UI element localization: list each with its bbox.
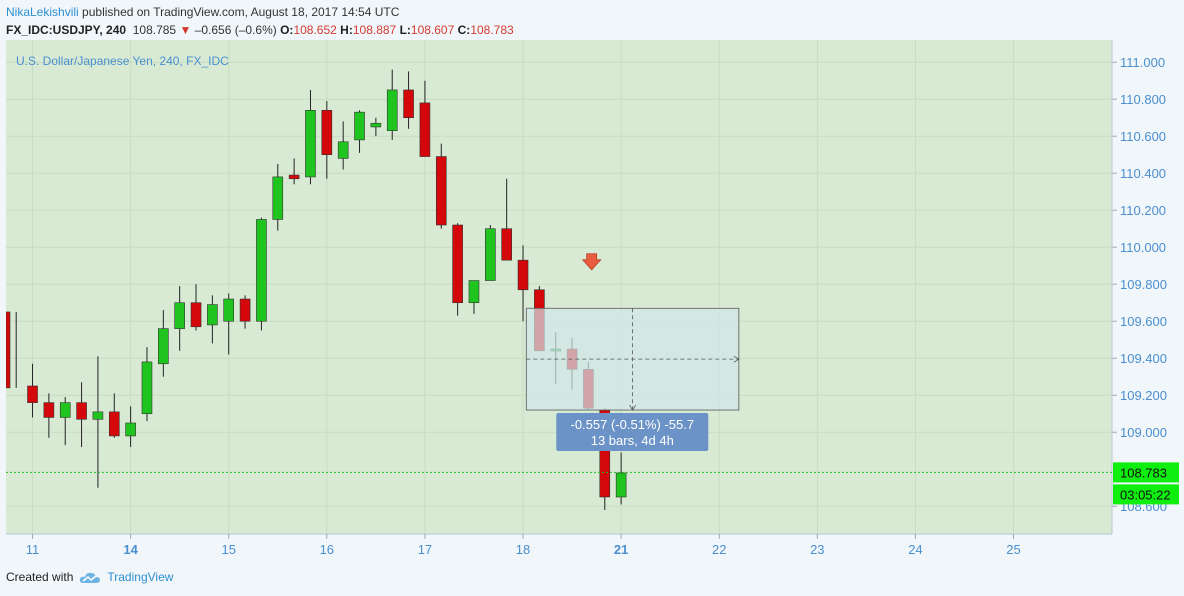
candle-body[interactable] (403, 89, 414, 119)
candle-body[interactable] (501, 228, 512, 261)
x-tick-label: 18 (516, 542, 530, 557)
last-price-tag (1113, 462, 1179, 483)
high-value: 108.887 (352, 23, 397, 37)
candle-body[interactable] (354, 111, 365, 141)
sell-signal-arrow-icon (581, 253, 602, 271)
candle-body[interactable] (305, 110, 316, 178)
footer: Created with TradingView (6, 570, 173, 584)
open-value: 108.652 (293, 23, 337, 37)
x-tick-label: 23 (810, 542, 824, 557)
symbol-label: FX_IDC:USDJPY, 240 (6, 23, 127, 37)
candle-body[interactable] (321, 110, 333, 156)
x-tick-label: 16 (320, 542, 334, 557)
candle-body[interactable] (108, 411, 120, 437)
high-label: H: (340, 23, 353, 37)
low-value: 108.607 (410, 23, 455, 37)
candle-body[interactable] (337, 141, 349, 159)
candle-body[interactable] (452, 224, 463, 304)
price-chart[interactable]: 111.000 110.800 110.600 110.400 110.200 110.0… (5, 40, 1184, 562)
candle-body[interactable] (485, 228, 496, 281)
author-link[interactable]: NikaLekishvili (6, 5, 79, 19)
y-tick-label: 109.400 (1120, 351, 1167, 366)
candle-body[interactable] (370, 122, 382, 128)
last-price-text: 108.785 (132, 23, 177, 37)
candle-body[interactable] (5, 311, 11, 389)
candle-body[interactable] (468, 280, 480, 304)
y-tick-label: 110.400 (1120, 166, 1166, 181)
candle-body[interactable] (256, 219, 267, 322)
candle-body[interactable] (174, 302, 185, 329)
candle-body[interactable] (92, 411, 104, 420)
candle-body[interactable] (43, 402, 55, 418)
candle-body[interactable] (223, 298, 235, 322)
open-label: O: (280, 23, 294, 37)
candle-body[interactable] (239, 298, 251, 322)
x-tick-label: 14 (123, 542, 138, 557)
chart-header: NikaLekishvili published on TradingView.… (6, 3, 514, 39)
countdown-tag-text: 03:05:22 (1120, 487, 1171, 502)
candle-body[interactable] (419, 102, 431, 157)
candle-body[interactable] (27, 385, 38, 403)
candle-body[interactable] (158, 328, 169, 365)
candle-body[interactable] (386, 89, 398, 131)
y-tick-label: 109.800 (1120, 277, 1167, 292)
x-tick-label: 21 (614, 542, 628, 557)
last-price-tag-text: 108.783 (1120, 465, 1167, 480)
chart-area[interactable]: 111.000 110.800 110.600 110.400 110.200 110.0… (5, 40, 1184, 562)
candle-body[interactable] (76, 402, 87, 420)
y-tick-label: 110.600 (1120, 129, 1166, 144)
x-tick-label: 17 (418, 542, 432, 557)
measure-arrow-down-icon (629, 404, 636, 411)
published-text: published on TradingView.com, August 18,… (82, 5, 400, 19)
candle-body[interactable] (288, 174, 300, 180)
header-line-2: FX_IDC:USDJPY, 240 108.785 ▼ –0.656 (–0.… (6, 21, 514, 39)
x-tick-label: 15 (221, 542, 235, 557)
close-label: C: (457, 23, 471, 37)
x-tick-label: 24 (908, 542, 922, 557)
y-tick-label: 109.600 (1120, 314, 1167, 329)
created-with-text: Created with (6, 570, 74, 584)
measure-arrow-right-icon (733, 355, 740, 363)
candle-body[interactable] (435, 156, 447, 226)
close-value: 108.783 (470, 23, 514, 37)
tradingview-cloud-icon (80, 572, 101, 583)
down-arrow-icon: ▼ (179, 23, 192, 37)
plot-background[interactable] (6, 40, 1112, 534)
y-tick-label: 109.200 (1120, 388, 1167, 403)
measure-label-box (556, 413, 709, 452)
y-tick-label: 110.800 (1120, 92, 1166, 107)
y-tick-label: 109.000 (1120, 425, 1167, 440)
candle-body[interactable] (59, 402, 71, 418)
low-label: L: (399, 23, 411, 37)
y-tick-label: 111.000 (1120, 55, 1165, 70)
candle-body[interactable] (190, 302, 202, 328)
tradingview-brand-link[interactable]: TradingView (107, 570, 174, 584)
y-tick-label: 110.200 (1120, 203, 1166, 218)
measure-label-line2: 13 bars, 4d 4h (591, 433, 674, 448)
candle-body[interactable] (125, 422, 136, 437)
change-text: –0.656 (–0.6%) (194, 23, 277, 37)
x-tick-label: 22 (712, 542, 726, 557)
candle-body[interactable] (517, 259, 529, 291)
x-tick-label: 11 (26, 542, 40, 557)
chart-title: U.S. Dollar/Japanese Yen, 240, FX_IDC (16, 54, 229, 68)
x-tick-label: 25 (1006, 542, 1020, 557)
countdown-tag (1113, 484, 1179, 505)
candle-body[interactable] (141, 361, 153, 415)
candle-body[interactable] (615, 472, 627, 498)
header-line-1: NikaLekishvili published on TradingView.… (6, 3, 514, 21)
y-tick-label: 110.000 (1120, 240, 1166, 255)
candle-body[interactable] (207, 304, 218, 326)
candle-body[interactable] (272, 176, 284, 220)
measure-label-line1: -0.557 (-0.51%) -55.7 (571, 417, 695, 432)
